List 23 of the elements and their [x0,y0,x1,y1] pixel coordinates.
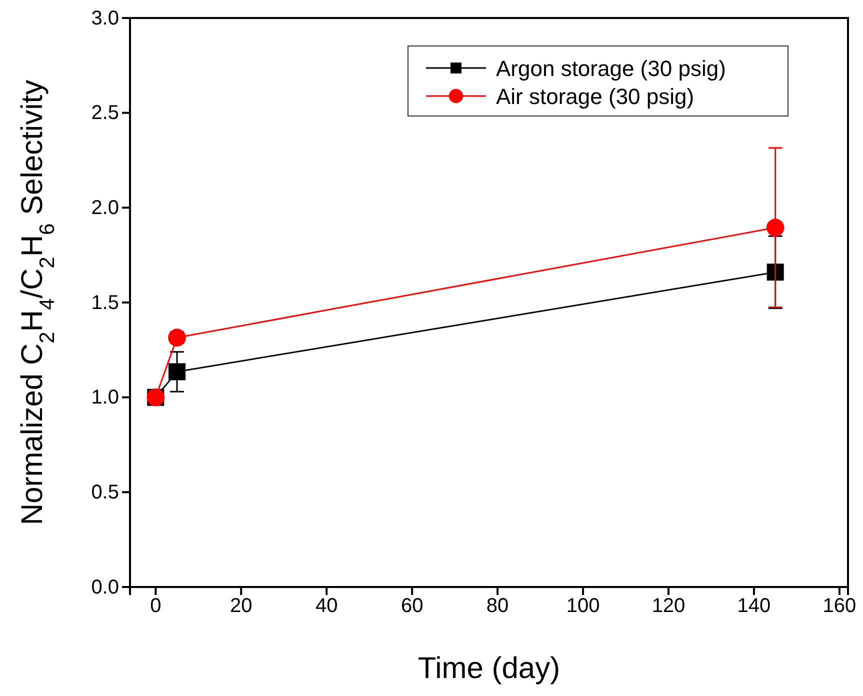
x-tick-label: 100 [566,595,600,618]
y-tick-label: 2.5 [91,102,119,124]
legend-label: Air storage (30 psig) [496,84,694,109]
y-tick-label: 0.5 [91,482,119,504]
y-tick-label: 1.0 [91,386,119,409]
point [766,218,784,236]
point [168,328,186,346]
x-tick-label: 0 [150,595,162,618]
x-tick-label: 60 [400,595,424,618]
x-axis-title: Time (day) [418,652,560,685]
legend-label: Argon storage (30 psig) [496,56,726,81]
x-tick-label: 140 [737,595,771,618]
x-tick-label: 20 [230,595,252,618]
point [168,363,186,380]
x-tick-label: 120 [652,595,686,618]
y-tick-label: 1.5 [91,292,119,314]
y-tick-label: 2.0 [91,197,119,220]
y-tick-label: 0.0 [91,576,119,598]
point [766,264,784,281]
y-tick-label: 3.0 [91,7,119,30]
x-tick-label: 160 [822,595,856,618]
x-tick-label: 80 [486,595,509,618]
x-tick-label: 40 [315,595,338,618]
